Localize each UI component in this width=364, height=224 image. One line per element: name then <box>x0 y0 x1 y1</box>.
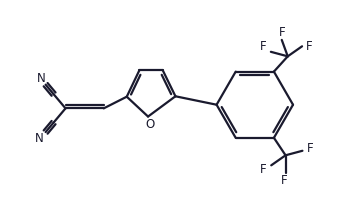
Text: F: F <box>306 142 313 155</box>
Text: F: F <box>306 40 313 53</box>
Text: F: F <box>278 26 285 39</box>
Text: F: F <box>260 40 267 53</box>
Text: N: N <box>35 132 43 145</box>
Text: N: N <box>37 72 46 85</box>
Text: O: O <box>145 118 154 131</box>
Text: F: F <box>260 163 266 176</box>
Text: F: F <box>280 174 287 187</box>
